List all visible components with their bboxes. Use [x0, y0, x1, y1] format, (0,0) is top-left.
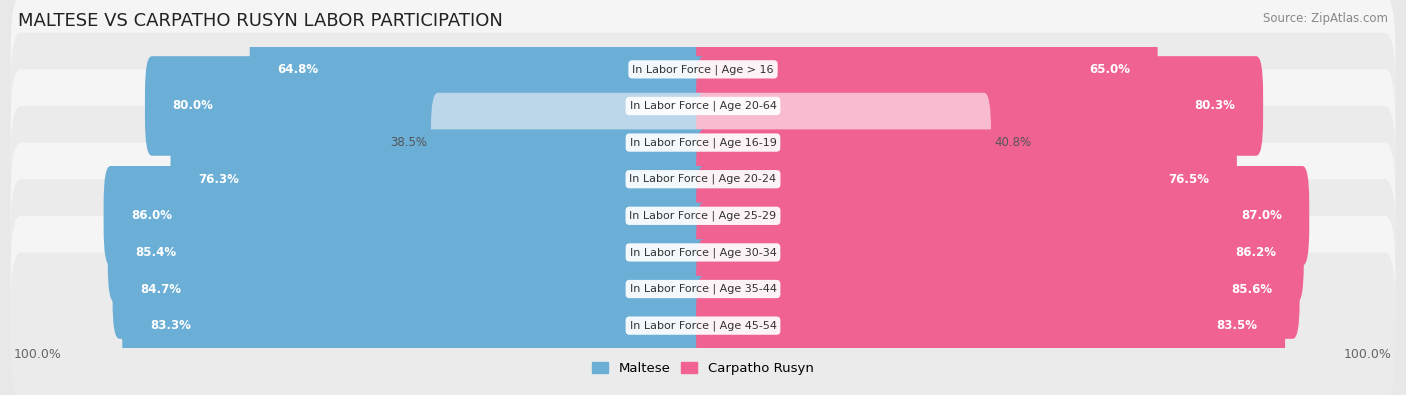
- Text: 87.0%: 87.0%: [1241, 209, 1282, 222]
- FancyBboxPatch shape: [430, 93, 710, 192]
- FancyBboxPatch shape: [11, 143, 1395, 289]
- FancyBboxPatch shape: [11, 106, 1395, 252]
- Text: 100.0%: 100.0%: [1344, 348, 1392, 361]
- Text: 40.8%: 40.8%: [994, 136, 1032, 149]
- FancyBboxPatch shape: [11, 252, 1395, 395]
- Text: 100.0%: 100.0%: [14, 348, 62, 361]
- Text: 85.4%: 85.4%: [135, 246, 176, 259]
- FancyBboxPatch shape: [108, 203, 710, 302]
- FancyBboxPatch shape: [696, 239, 1299, 339]
- Text: 76.5%: 76.5%: [1168, 173, 1209, 186]
- Text: 65.0%: 65.0%: [1090, 63, 1130, 76]
- Text: 86.2%: 86.2%: [1236, 246, 1277, 259]
- Text: 80.0%: 80.0%: [173, 100, 214, 113]
- Text: 86.0%: 86.0%: [131, 209, 172, 222]
- FancyBboxPatch shape: [145, 56, 710, 156]
- FancyBboxPatch shape: [696, 56, 1263, 156]
- Text: Source: ZipAtlas.com: Source: ZipAtlas.com: [1263, 12, 1388, 25]
- FancyBboxPatch shape: [11, 0, 1395, 143]
- Text: In Labor Force | Age 45-54: In Labor Force | Age 45-54: [630, 320, 776, 331]
- FancyBboxPatch shape: [696, 203, 1303, 302]
- Text: 83.5%: 83.5%: [1216, 319, 1257, 332]
- FancyBboxPatch shape: [11, 70, 1395, 216]
- Text: In Labor Force | Age 20-64: In Labor Force | Age 20-64: [630, 101, 776, 111]
- Text: MALTESE VS CARPATHO RUSYN LABOR PARTICIPATION: MALTESE VS CARPATHO RUSYN LABOR PARTICIP…: [18, 12, 503, 30]
- Text: In Labor Force | Age 30-34: In Labor Force | Age 30-34: [630, 247, 776, 258]
- FancyBboxPatch shape: [696, 20, 1157, 119]
- Text: 85.6%: 85.6%: [1230, 282, 1272, 295]
- Legend: Maltese, Carpatho Rusyn: Maltese, Carpatho Rusyn: [588, 356, 818, 380]
- FancyBboxPatch shape: [696, 130, 1237, 229]
- Text: 38.5%: 38.5%: [391, 136, 427, 149]
- FancyBboxPatch shape: [104, 166, 710, 265]
- FancyBboxPatch shape: [122, 276, 710, 375]
- FancyBboxPatch shape: [696, 276, 1285, 375]
- FancyBboxPatch shape: [11, 216, 1395, 362]
- FancyBboxPatch shape: [170, 130, 710, 229]
- Text: 80.3%: 80.3%: [1195, 100, 1236, 113]
- Text: In Labor Force | Age 25-29: In Labor Force | Age 25-29: [630, 211, 776, 221]
- Text: In Labor Force | Age > 16: In Labor Force | Age > 16: [633, 64, 773, 75]
- Text: In Labor Force | Age 16-19: In Labor Force | Age 16-19: [630, 137, 776, 148]
- Text: In Labor Force | Age 20-24: In Labor Force | Age 20-24: [630, 174, 776, 184]
- Text: 83.3%: 83.3%: [150, 319, 191, 332]
- Text: 84.7%: 84.7%: [141, 282, 181, 295]
- Text: 76.3%: 76.3%: [198, 173, 239, 186]
- FancyBboxPatch shape: [11, 33, 1395, 179]
- FancyBboxPatch shape: [112, 239, 710, 339]
- Text: 64.8%: 64.8%: [277, 63, 318, 76]
- FancyBboxPatch shape: [11, 179, 1395, 325]
- Text: In Labor Force | Age 35-44: In Labor Force | Age 35-44: [630, 284, 776, 294]
- FancyBboxPatch shape: [696, 166, 1309, 265]
- FancyBboxPatch shape: [696, 93, 991, 192]
- FancyBboxPatch shape: [250, 20, 710, 119]
